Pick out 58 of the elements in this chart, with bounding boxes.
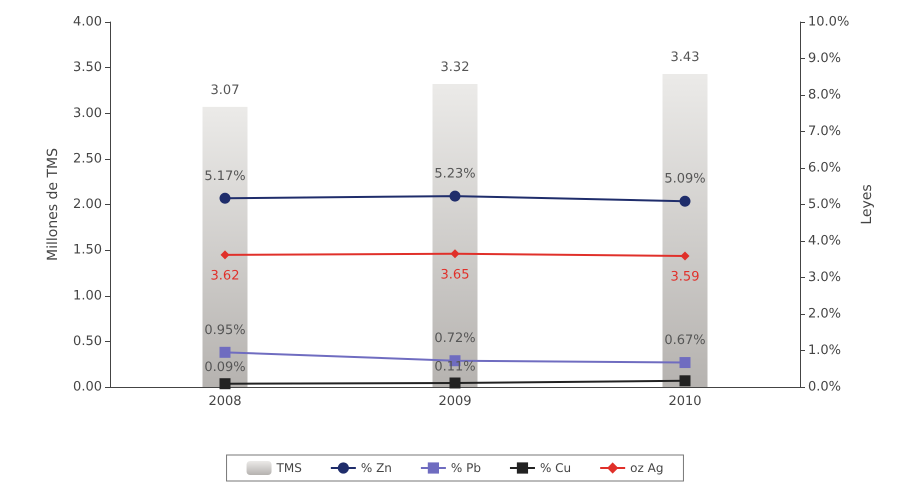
y2-tick-label: 3.0% <box>808 270 842 285</box>
data-label: 3.07 <box>210 82 240 98</box>
y-tick-label: 2.00 <box>73 197 102 212</box>
y2-tick-label: 10.0% <box>808 14 850 30</box>
point <box>450 190 460 202</box>
data-label: 3.59 <box>670 269 700 284</box>
y2-tick-label: 4.0% <box>808 234 842 248</box>
y2-tick-label: 5.0% <box>808 197 842 212</box>
data-label: 5.23% <box>434 166 476 182</box>
y2-tick-label: 0.0% <box>808 380 842 394</box>
bar <box>662 74 708 387</box>
y2-tick-label: 8.0% <box>808 88 842 102</box>
y-tick-label: 4.00 <box>73 14 102 30</box>
y2-tick-label: 2.0% <box>808 306 842 322</box>
data-label: 3.43 <box>670 50 700 66</box>
y-tick-label: 3.50 <box>73 60 102 76</box>
y-tick-label: 1.00 <box>73 288 102 304</box>
y2-tick-label: 9.0% <box>808 51 842 66</box>
point <box>220 346 230 358</box>
data-label: 5.17% <box>204 168 246 184</box>
legend-label: % Cu <box>540 461 572 475</box>
data-label: 0.11% <box>434 359 476 374</box>
data-label: 3.62 <box>210 268 240 284</box>
y-tick-label: 3.00 <box>73 106 102 121</box>
y2-tick-label: 7.0% <box>808 124 842 139</box>
x-tick-label: 2009 <box>438 394 472 409</box>
y2-axis-title: Leyes <box>859 184 876 225</box>
x-tick-label: 2008 <box>208 394 242 409</box>
data-label: 0.95% <box>204 322 246 338</box>
data-label: 3.32 <box>440 60 470 76</box>
y2-tick-label: 6.0% <box>808 160 842 176</box>
y-tick-label: 1.50 <box>73 242 102 258</box>
bar <box>202 106 248 387</box>
data-label: 0.09% <box>204 360 246 376</box>
data-label: 5.09% <box>664 172 706 187</box>
data-label: 0.72% <box>434 331 476 346</box>
legend-label: oz Ag <box>630 461 664 475</box>
point <box>220 192 230 204</box>
y-axis-title: Millones de TMS <box>45 148 61 262</box>
data-label: 0.67% <box>664 333 706 348</box>
point <box>450 249 460 258</box>
point <box>450 377 460 388</box>
point <box>680 196 690 207</box>
x-tick-label: 2010 <box>668 394 702 409</box>
legend-label: TMS <box>276 461 302 475</box>
data-label: 3.65 <box>440 267 470 282</box>
point <box>220 378 230 390</box>
bar <box>432 84 478 387</box>
y-tick-label: 0.50 <box>73 334 102 349</box>
point <box>680 375 690 386</box>
legend-label: % Pb <box>450 461 481 475</box>
y2-tick-label: 1.0% <box>808 343 842 358</box>
point <box>680 357 690 368</box>
point <box>680 251 690 260</box>
y-tick-label: 2.50 <box>73 151 102 166</box>
legend-label: % Zn <box>360 461 392 475</box>
point <box>220 250 230 260</box>
y-tick-label: 0.00 <box>73 380 102 394</box>
